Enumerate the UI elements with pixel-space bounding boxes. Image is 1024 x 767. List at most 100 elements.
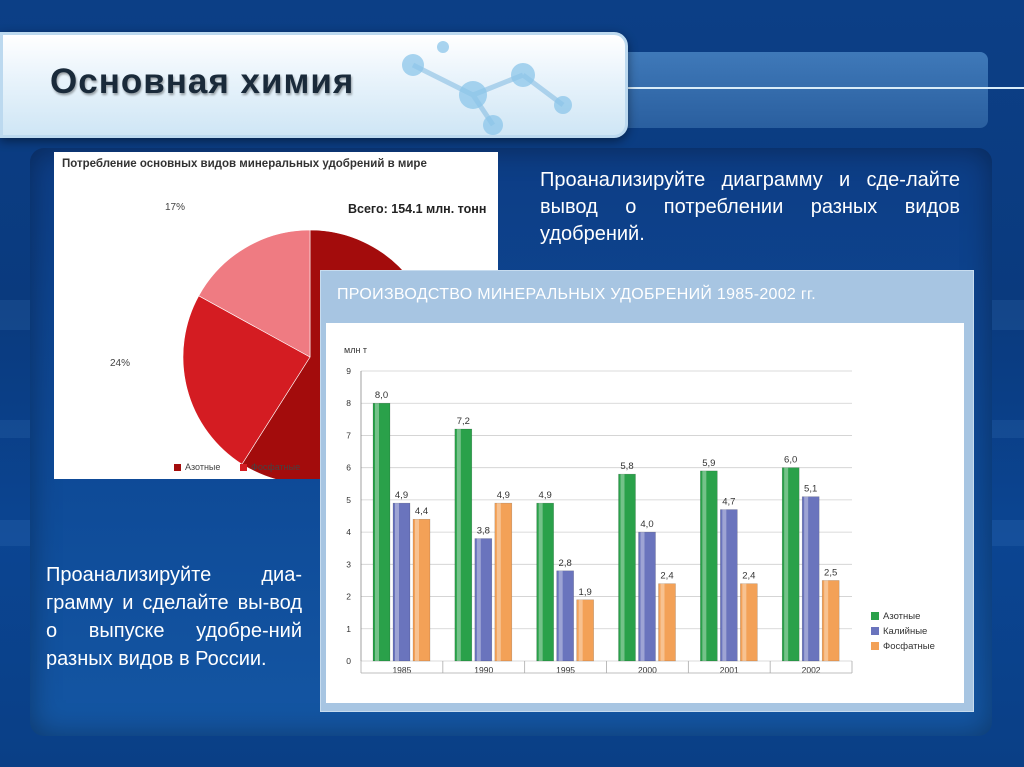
bar-Калийные-2000: [638, 531, 656, 662]
bar-Азотные-2000: [618, 473, 636, 662]
bar-highlight: [456, 429, 461, 661]
bar-highlight: [804, 496, 809, 661]
bar-highlight: [660, 583, 665, 661]
bar-Азотные-1985: [372, 402, 391, 662]
bar-highlight: [640, 532, 645, 661]
bar-Фосфатные-1990: [494, 502, 513, 662]
legend-swatch: [871, 642, 879, 650]
y-tick-label: 6: [346, 463, 351, 473]
bar-Фосфатные-2002: [821, 580, 840, 662]
bar-highlight: [722, 509, 727, 661]
pie-label-17: 17%: [165, 202, 186, 213]
legend-label: Фосфатные: [883, 641, 935, 652]
bar-Азотные-2002: [781, 467, 800, 662]
x-tick-label: 1995: [556, 665, 575, 675]
data-label: 2,4: [660, 571, 673, 582]
bar-highlight: [742, 583, 747, 661]
bar-Калийные-1985: [392, 502, 411, 662]
bar-Азотные-2001: [700, 470, 718, 662]
pie-legend-label: Азотные: [185, 462, 221, 472]
bar-Калийные-1990: [474, 538, 493, 662]
task-text-bottom: Проанализируйте диа-грамму и сделайте вы…: [46, 564, 302, 670]
x-tick-label: 2000: [638, 665, 657, 675]
bar-highlight: [415, 519, 419, 661]
bar-highlight: [824, 580, 829, 661]
bar-highlight: [784, 467, 789, 661]
pie-slice-1: [182, 295, 311, 465]
x-tick-label: 2002: [802, 665, 821, 675]
bar-Калийные-1995: [556, 570, 574, 662]
bar-Фосфатные-1995: [576, 599, 594, 662]
data-label: 2,5: [824, 567, 837, 578]
header-divider: [622, 87, 1024, 89]
pie-legend-item: Фосфатные: [240, 462, 300, 472]
task-text-top: Проанализируйте диаграмму и сде-лайте вы…: [540, 169, 960, 245]
x-tick-label: 1990: [474, 665, 493, 675]
header-accent-bar: [622, 52, 988, 128]
data-label: 4,4: [415, 506, 428, 517]
bar-Азотные-1990: [454, 428, 473, 662]
data-label: 5,9: [702, 458, 715, 469]
bar-Фосфатные-2000: [658, 583, 676, 662]
bar-Калийные-2001: [720, 509, 738, 662]
pie-total-label: Всего: 154.1 млн. тонн: [348, 202, 487, 216]
data-label: 4,9: [395, 490, 408, 501]
pie-chart-title: Потребление основных видов минеральных у…: [62, 158, 427, 170]
pie-legend-label: Фосфатные: [251, 462, 301, 472]
bar-Фосфатные-1985: [412, 518, 431, 662]
bar-chart: млн т 0 1 2 3 4 5 6 7 8 9 1985 1990 1995 2000 2001 2002 8…: [344, 345, 935, 675]
y-tick-label: 4: [346, 527, 351, 537]
legend-label: Азотные: [883, 611, 920, 622]
bar-Фосфатные-2001: [740, 583, 758, 662]
y-tick-label: 2: [346, 592, 351, 602]
data-label: 2,4: [742, 571, 755, 582]
y-tick-label: 9: [346, 366, 351, 376]
data-label: 4,9: [539, 490, 552, 501]
bar-Калийные-2002: [801, 496, 820, 662]
bar-highlight: [578, 599, 583, 661]
bar-chart-card: ПРОИЗВОДСТВО МИНЕРАЛЬНЫХ УДОБРЕНИЙ 1985-…: [320, 270, 974, 712]
bar-chart-plot: млн т 0 1 2 3 4 5 6 7 8 9 1985 1990 1995 2000 2001 2002 8…: [326, 323, 964, 703]
data-label: 5,1: [804, 484, 817, 495]
data-label: 4,0: [640, 519, 653, 530]
x-tick-label: 2001: [720, 665, 739, 675]
y-tick-label: 3: [346, 559, 351, 569]
pie-label-24: 24%: [110, 358, 131, 369]
pie-legend-item: Азотные: [174, 462, 220, 472]
y-tick-label: 1: [346, 624, 351, 634]
y-tick-label: 0: [346, 656, 351, 666]
data-label: 6,0: [784, 455, 797, 466]
data-label: 3,8: [477, 526, 490, 537]
data-label: 4,9: [497, 490, 510, 501]
y-axis-label: млн т: [344, 345, 367, 355]
y-tick-label: 7: [346, 430, 351, 440]
y-tick-label: 5: [346, 495, 351, 505]
data-label: 7,2: [457, 416, 470, 427]
bar-highlight: [558, 570, 563, 661]
data-label: 5,8: [620, 461, 633, 472]
slide-title: Основная химия: [50, 62, 355, 101]
pie-slice-2: [198, 229, 311, 358]
data-label: 1,9: [579, 587, 592, 598]
legend-swatch: [871, 627, 879, 635]
bar-chart-title: ПРОИЗВОДСТВО МИНЕРАЛЬНЫХ УДОБРЕНИЙ 1985-…: [337, 286, 816, 303]
bar-highlight: [496, 503, 501, 661]
data-label: 4,7: [722, 497, 735, 508]
title-banner: [0, 32, 628, 138]
bar-highlight: [375, 403, 379, 661]
y-tick-label: 8: [346, 398, 351, 408]
x-tick-label: 1985: [392, 665, 411, 675]
molecule-decoration-icon: [402, 41, 572, 135]
bar-highlight: [395, 503, 399, 661]
legend-label: Калийные: [883, 626, 927, 637]
legend-swatch: [174, 464, 181, 472]
bar-highlight: [538, 503, 543, 661]
bar-highlight: [476, 538, 481, 661]
data-label: 2,8: [559, 558, 572, 569]
bar-highlight: [702, 470, 707, 661]
bar-Азотные-1995: [536, 502, 554, 662]
data-label: 8,0: [375, 390, 388, 401]
bar-highlight: [620, 474, 625, 661]
legend-swatch: [871, 612, 879, 620]
legend-swatch: [240, 464, 247, 472]
